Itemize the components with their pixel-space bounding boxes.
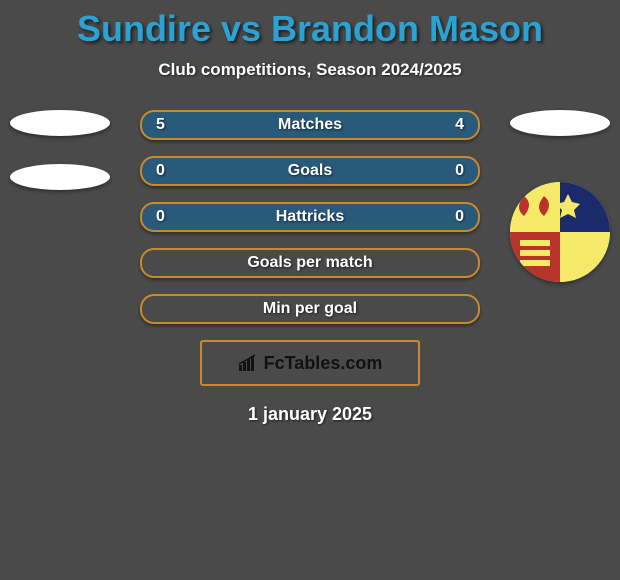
player-silhouette-icon (510, 110, 610, 136)
stat-label: Goals per match (247, 254, 372, 272)
snapshot-date: 1 january 2025 (0, 404, 620, 425)
comparison-subtitle: Club competitions, Season 2024/2025 (0, 60, 620, 80)
stat-row: 5 Matches 4 (140, 110, 480, 140)
fctables-label: FcTables.com (264, 353, 383, 374)
comparison-body: 5 Matches 4 0 Goals 0 0 Hattricks 0 Goals per mat… (0, 110, 620, 425)
stat-label: Min per goal (263, 300, 357, 318)
stat-row: 0 Hattricks 0 (140, 202, 480, 232)
stat-rows: 5 Matches 4 0 Goals 0 0 Hattricks 0 Goals per mat… (140, 110, 480, 324)
right-player-avatars (505, 110, 615, 282)
stat-row: Goals per match (140, 248, 480, 278)
stat-value-left: 0 (156, 208, 165, 226)
stat-label: Matches (278, 116, 342, 134)
stat-value-left: 5 (156, 116, 165, 134)
stat-value-left: 0 (156, 162, 165, 180)
stat-value-right: 4 (455, 116, 464, 134)
stat-row: Min per goal (140, 294, 480, 324)
comparison-title: Sundire vs Brandon Mason (0, 0, 620, 50)
stat-label: Hattricks (276, 208, 344, 226)
club-crest-icon (510, 182, 610, 282)
stat-value-right: 0 (455, 208, 464, 226)
stat-value-right: 0 (455, 162, 464, 180)
stat-row: 0 Goals 0 (140, 156, 480, 186)
bar-chart-icon (238, 354, 260, 372)
stat-label: Goals (288, 162, 332, 180)
left-player-avatars (5, 110, 115, 218)
crest-detail-icon (510, 182, 610, 282)
player-silhouette-icon (10, 110, 110, 136)
fctables-logo: FcTables.com (238, 353, 383, 374)
fctables-attribution: FcTables.com (200, 340, 420, 386)
player-silhouette-icon (10, 164, 110, 190)
